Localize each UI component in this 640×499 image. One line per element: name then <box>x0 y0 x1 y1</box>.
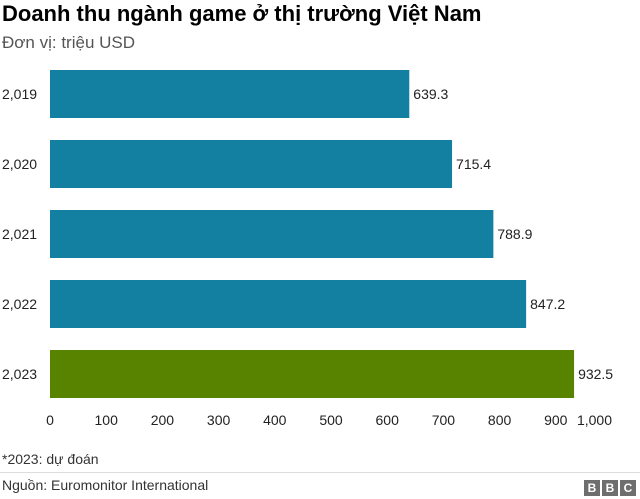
value-label: 847.2 <box>530 296 565 312</box>
bbc-logo: B B C <box>584 480 636 496</box>
category-labels-group: 2,019 2,020 2,021 2,022 2,023 <box>2 86 37 382</box>
logo-letter: B <box>602 480 618 496</box>
value-labels-group: 639.3 715.4 788.9 847.2 932.5 <box>413 86 613 382</box>
x-tick-label: 900 <box>544 412 568 428</box>
category-label: 2,019 <box>2 86 37 102</box>
bar-2022 <box>50 280 527 328</box>
footnote: *2023: dự đoán <box>2 451 99 467</box>
logo-letter: C <box>620 480 636 496</box>
chart-subtitle: Đơn vị: triệu USD <box>2 33 136 52</box>
category-label: 2,020 <box>2 156 37 172</box>
value-label: 932.5 <box>578 366 613 382</box>
x-tick-label: 400 <box>263 412 287 428</box>
footer-divider <box>0 472 640 473</box>
logo-letter: B <box>584 480 600 496</box>
value-label: 788.9 <box>497 226 532 242</box>
value-label: 639.3 <box>413 86 448 102</box>
category-label: 2,021 <box>2 226 37 242</box>
value-label: 715.4 <box>456 156 491 172</box>
x-tick-label: 300 <box>207 412 231 428</box>
bar-2020 <box>50 140 453 188</box>
source-note: Nguồn: Euromonitor International <box>2 477 209 493</box>
x-tick-label: 100 <box>95 412 119 428</box>
bar-2021 <box>50 210 494 258</box>
x-tick-label: 500 <box>319 412 343 428</box>
x-tick-label: 700 <box>432 412 456 428</box>
bar-chart: 639.3 715.4 788.9 847.2 932.5 2,019 2,020 2,02… <box>2 70 613 428</box>
bar-2019 <box>50 70 410 118</box>
x-tick-label: 800 <box>488 412 512 428</box>
chart-title: Doanh thu ngành game ở thị trường Việt N… <box>2 1 482 26</box>
x-tick-label: 0 <box>46 412 54 428</box>
category-label: 2,023 <box>2 366 37 382</box>
x-tick-labels-group: 0 100 200 300 400 500 600 700 800 900 1,000 <box>46 412 612 428</box>
bars-group <box>50 70 575 398</box>
x-tick-label: 1,000 <box>577 412 612 428</box>
x-tick-label: 200 <box>151 412 175 428</box>
category-label: 2,022 <box>2 296 37 312</box>
bar-2023 <box>50 350 575 398</box>
x-tick-label: 600 <box>376 412 400 428</box>
